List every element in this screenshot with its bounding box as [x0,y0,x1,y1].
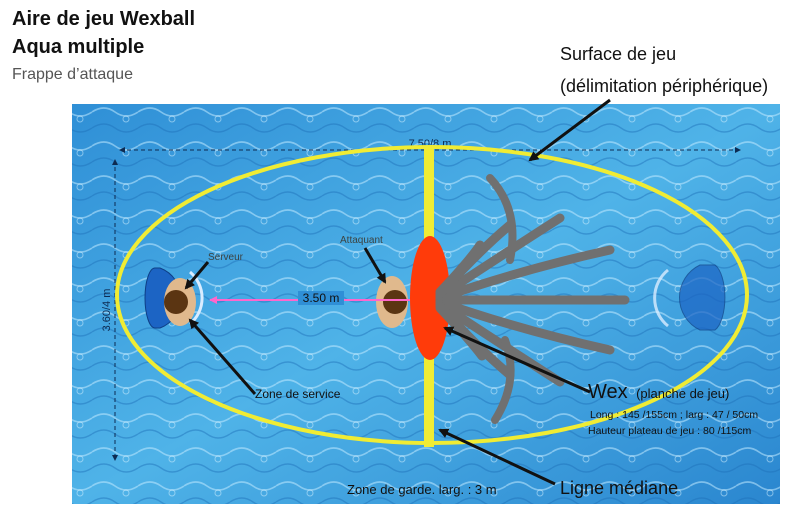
surface-label-detail: (délimitation périphérique) [560,76,769,96]
diagram-title: Aire de jeu Wexball [12,8,196,30]
guard-zone-label: Zone de garde. larg. : 3 m [347,482,497,497]
wex-title-sub: (planche de jeu) [636,386,729,401]
strike-ray [486,174,517,264]
diagram-title-line2: Aqua multiple [12,36,145,58]
strike-ray [435,213,565,301]
strike-trajectories [435,174,630,424]
wex-spec-height: Hauteur plateau de jeu : 80 /115cm [588,425,752,437]
diagram-subtitle: Frappe d’attaque [12,66,133,83]
midline-pointer-arrow [438,428,556,486]
strike-ray [435,240,485,297]
server-pointer-arrow [184,261,210,290]
wex-title-main: Wex [588,381,628,403]
wex-title: Wex (planche de jeu) [588,381,729,403]
strike-ray [435,245,615,303]
surface-pointer-arrow [528,98,611,162]
attacker-head [383,290,407,314]
pointer-arrows [184,98,611,486]
server-head [164,290,188,314]
wex-spec-dimensions: Long : 145 /155cm ; larg : 47 / 50cm [590,409,758,421]
surface-label: Surface de jeu [560,44,677,64]
opposite-service-zone [679,264,726,331]
wex-board [410,236,450,360]
service-zone-pointer-arrow [188,318,257,395]
median-line-label: Ligne médiane [560,478,678,498]
strike-ray [435,297,615,355]
height-dimension-label: 3.60/4 m [101,289,113,332]
attacker-label: Attaquant [340,235,383,246]
service-zone-label: Zone de service [255,387,341,401]
strike-ray [491,336,515,424]
server-label: Serveur [208,252,244,263]
wex-pointer-arrow [443,326,591,394]
opposite-service-zone-edge [653,268,669,328]
attacker-pointer-arrow [363,247,387,284]
serve-distance-label: 3.50 m [303,291,340,305]
